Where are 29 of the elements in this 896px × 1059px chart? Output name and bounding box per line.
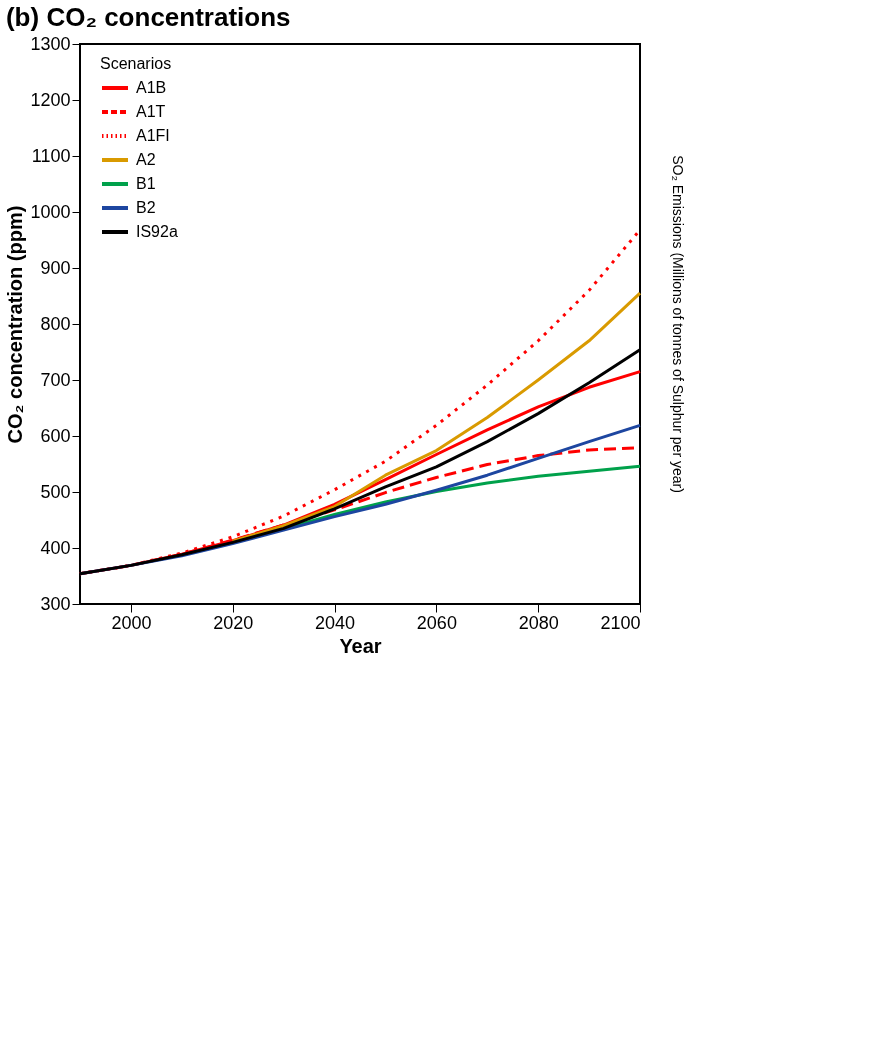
y-tick-label: 600 [40,425,71,446]
x-tick-label: 2060 [416,612,457,633]
text: SO₂ Emissions (Millions of tonnes of Sulphur per year) [670,155,686,493]
x-tick-label: 2020 [213,612,254,633]
y-tick-label: 400 [40,537,71,558]
y-tick-label: 1200 [30,89,71,110]
y-tick-label: 1000 [30,201,71,222]
legend-label: A1B [136,79,167,96]
y-tick-label: 500 [40,481,71,502]
chart-title: (b) CO₂ concentrations [5,2,291,32]
legend-title: Scenarios [100,55,172,72]
y-tick-label: 800 [40,313,71,334]
legend-label: A1T [136,103,166,120]
x-tick-label: 2100 [600,612,641,633]
x-tick-label: 2000 [111,612,152,633]
y-axis-title: CO₂ concentration (ppm) [4,205,27,444]
x-tick-label: 2080 [518,612,559,633]
legend-label: A2 [136,151,156,168]
y-tick-label: 1300 [30,33,71,54]
x-tick-label: 2040 [315,612,356,633]
y-tick-label: 700 [40,369,71,390]
y-tick-label: 1100 [31,145,71,166]
legend-label: IS92a [136,223,178,240]
legend-label: B1 [136,175,156,192]
legend-label: A1FI [136,127,170,144]
legend-label: B2 [136,199,156,216]
y-tick-label: 300 [40,593,71,614]
y-tick-label: 900 [40,257,71,278]
x-axis-title: Year [339,634,382,657]
